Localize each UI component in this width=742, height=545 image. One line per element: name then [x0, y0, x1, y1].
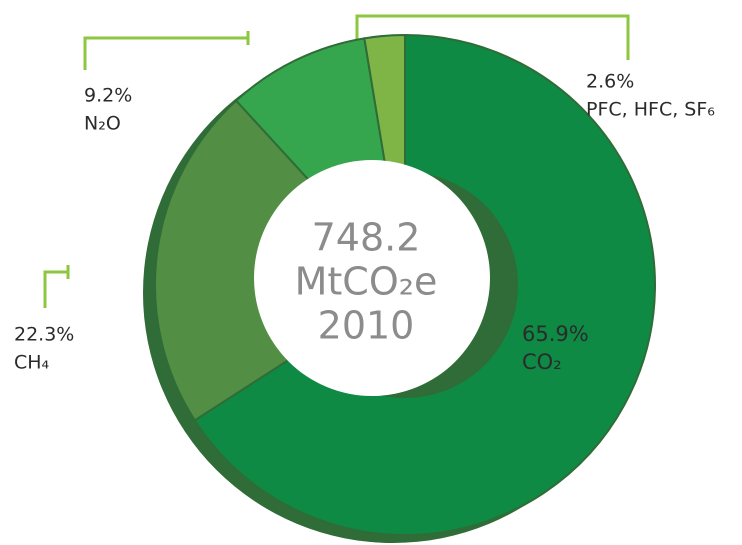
center-year: 2010: [318, 304, 415, 348]
value-label: 2.6%: [586, 71, 634, 93]
donut-hole: [254, 160, 490, 396]
category-label: CH₄: [14, 352, 50, 374]
value-label: 9.2%: [84, 85, 132, 107]
leader-line: [355, 14, 630, 60]
leader-line: [43, 270, 68, 308]
slice: [193, 33, 656, 536]
center-value: 748.2: [312, 216, 421, 260]
leader-line: [83, 36, 248, 70]
value-label: 22.3%: [14, 324, 74, 346]
category-label: N₂O: [84, 113, 121, 135]
center-unit: MtCO₂e: [295, 260, 438, 304]
category-label: CO₂: [522, 350, 562, 374]
value-label: 65.9%: [522, 322, 589, 346]
category-label: PFC, HFC, SF₆: [586, 99, 715, 121]
